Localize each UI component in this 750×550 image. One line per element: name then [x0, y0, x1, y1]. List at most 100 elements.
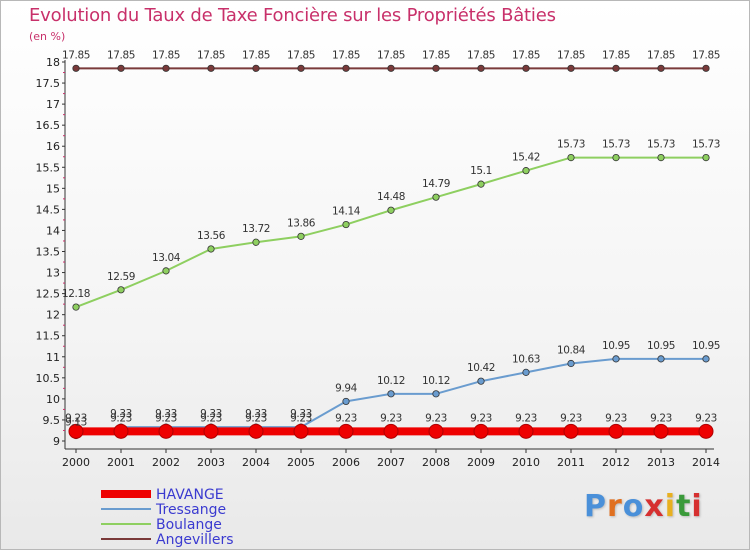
y-tick-label: 18: [46, 56, 60, 69]
data-point-angevillers: [387, 64, 395, 72]
data-label-havange: 9.23: [290, 412, 312, 424]
data-label-boulange: 15.42: [512, 152, 540, 164]
x-tick-label: 2000: [62, 456, 90, 469]
chart-title: Evolution du Taux de Taxe Foncière sur l…: [29, 5, 556, 26]
data-point-havange: [383, 423, 399, 439]
data-point-angevillers: [342, 64, 350, 72]
data-label-angevillers: 17.85: [422, 49, 450, 61]
x-tick-label: 2009: [467, 456, 495, 469]
logo-letter: i: [664, 489, 677, 524]
y-tick-label: 12.5: [36, 288, 61, 301]
data-label-havange: 9.23: [200, 412, 222, 424]
data-label-tressange: 10.12: [377, 375, 405, 387]
x-tick-label: 2007: [377, 456, 405, 469]
data-label-havange: 9.23: [695, 412, 717, 424]
legend-label-tressange: Tressange: [155, 502, 226, 518]
y-tick-label: 10.5: [36, 372, 61, 385]
proxiti-logo: Proxiti: [584, 489, 703, 524]
x-tick-label: 2004: [242, 456, 270, 469]
y-tick-label: 13.5: [36, 246, 61, 259]
x-tick-label: 2001: [107, 456, 135, 469]
x-tick-label: 2002: [152, 456, 180, 469]
data-point-havange: [608, 423, 624, 439]
data-label-boulange: 15.1: [470, 165, 492, 177]
data-point-tressange: [567, 359, 575, 368]
x-tick-label: 2010: [512, 456, 540, 469]
y-tick-label: 9: [53, 435, 60, 448]
data-label-tressange: 10.42: [467, 362, 495, 374]
data-point-boulange: [702, 153, 710, 162]
data-label-angevillers: 17.85: [107, 49, 135, 61]
data-point-boulange: [207, 245, 215, 253]
data-point-havange: [203, 423, 219, 439]
data-point-tressange: [702, 355, 710, 363]
logo-letter: o: [622, 489, 645, 524]
data-label-angevillers: 17.85: [602, 49, 630, 61]
data-label-boulange: 13.72: [242, 223, 270, 235]
data-label-angevillers: 17.85: [647, 49, 675, 61]
y-tick-label: 12: [46, 309, 60, 322]
data-point-boulange: [567, 153, 575, 162]
y-tick-label: 16.5: [36, 119, 61, 132]
data-point-tressange: [342, 397, 350, 406]
data-label-boulange: 12.59: [107, 271, 135, 283]
data-point-boulange: [297, 232, 305, 240]
data-point-angevillers: [477, 64, 485, 72]
data-label-havange: 9.23: [65, 412, 87, 424]
y-tick-label: 11: [46, 351, 60, 364]
data-label-tressange: 9.13: [65, 417, 87, 429]
data-point-boulange: [612, 153, 620, 162]
data-point-angevillers: [117, 64, 125, 72]
data-point-havange: [473, 423, 489, 439]
data-label-angevillers: 17.85: [557, 49, 585, 61]
logo-letter: x: [644, 489, 665, 524]
data-point-tressange: [522, 368, 530, 376]
data-label-angevillers: 17.85: [62, 49, 90, 61]
data-label-tressange: 10.63: [512, 353, 540, 365]
data-label-havange: 9.23: [335, 412, 357, 424]
data-point-havange: [698, 423, 714, 439]
data-label-havange: 9.23: [380, 412, 402, 424]
unit-label: (en %): [29, 30, 66, 43]
data-label-angevillers: 17.85: [242, 49, 270, 61]
data-point-boulange: [117, 286, 125, 294]
data-point-angevillers: [522, 64, 530, 72]
data-label-tressange: 10.84: [557, 345, 586, 357]
logo-letter: r: [607, 489, 623, 524]
data-label-tressange: 10.95: [602, 340, 630, 352]
data-point-havange: [158, 423, 174, 439]
data-point-tressange: [387, 390, 395, 398]
data-label-tressange: 9.33: [155, 408, 177, 420]
data-label-tressange: 9.94: [335, 382, 357, 394]
data-label-angevillers: 17.85: [287, 49, 315, 61]
data-label-angevillers: 17.85: [512, 49, 540, 61]
data-point-boulange: [72, 303, 80, 311]
data-label-angevillers: 17.85: [467, 49, 495, 61]
x-tick-label: 2012: [602, 456, 630, 469]
y-tick-label: 13: [46, 267, 60, 280]
data-label-angevillers: 17.85: [692, 49, 720, 61]
data-point-angevillers: [612, 64, 620, 72]
data-label-boulange: 14.14: [332, 206, 361, 218]
x-tick-label: 2005: [287, 456, 315, 469]
data-point-tressange: [477, 377, 485, 385]
data-point-boulange: [432, 193, 440, 201]
data-point-boulange: [162, 267, 170, 275]
data-label-havange: 9.23: [515, 412, 537, 424]
y-tick-label: 15: [46, 182, 60, 195]
data-label-boulange: 15.73: [602, 139, 630, 151]
data-label-boulange: 13.86: [287, 217, 316, 229]
data-label-havange: 9.23: [560, 412, 582, 424]
logo-letter: P: [584, 489, 607, 524]
data-label-boulange: 13.56: [197, 230, 226, 242]
data-label-havange: 9.23: [245, 412, 267, 424]
data-label-boulange: 12.18: [62, 288, 90, 300]
data-point-tressange: [657, 355, 665, 363]
y-tick-label: 15.5: [36, 161, 61, 174]
data-point-tressange: [432, 390, 440, 398]
data-label-tressange: 9.33: [200, 408, 222, 420]
data-label-tressange: 10.95: [692, 340, 720, 352]
data-label-boulange: 15.73: [647, 139, 675, 151]
